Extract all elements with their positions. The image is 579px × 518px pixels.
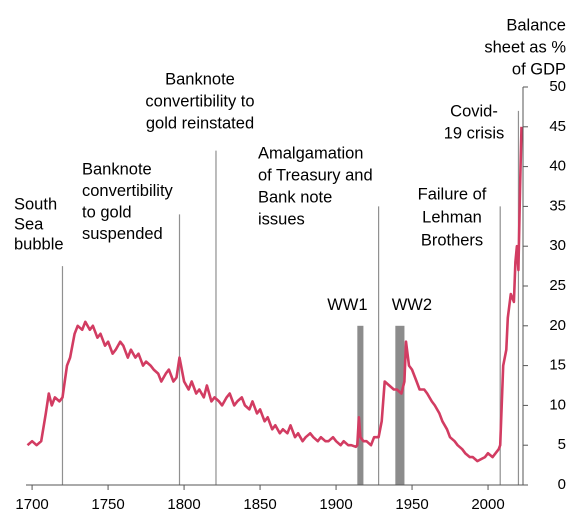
annotation-text: convertibility to	[145, 92, 254, 110]
annotation-text: Banknote	[165, 70, 235, 88]
annotation-text: Brothers	[421, 231, 483, 249]
y-tick-label: 45	[549, 118, 566, 135]
annotation-text: bubble	[14, 235, 64, 253]
y-tick-label: 50	[549, 78, 566, 95]
data-line	[26, 126, 523, 463]
annotation-text: Banknote	[82, 160, 152, 178]
annotation-text: of Treasury and	[258, 166, 373, 184]
annotation-text: South	[14, 195, 57, 213]
x-tick-label: 1800	[167, 496, 200, 513]
x-tick-label: 1750	[91, 496, 124, 513]
shaded-period	[395, 325, 405, 485]
y-tick-label: 10	[549, 396, 566, 413]
annotation-text: to gold	[82, 203, 132, 221]
x-tick-label: 1700	[15, 496, 48, 513]
annotation-text: Covid-	[450, 102, 498, 120]
shaded-period	[357, 325, 364, 485]
x-tick-label: 1950	[395, 496, 428, 513]
annotation-text: 19 crisis	[444, 124, 505, 142]
annotation-text: issues	[258, 210, 305, 228]
y-tick-label: 40	[549, 158, 566, 175]
annotation-text: Failure of	[418, 185, 487, 203]
y-tick-label: 5	[558, 436, 566, 453]
x-tick-label: 1850	[243, 496, 276, 513]
annotation-text: Sea	[14, 215, 44, 233]
y-tick-label: 30	[549, 237, 566, 254]
y-tick-label: 0	[558, 476, 566, 493]
y-tick-label: 15	[549, 357, 566, 374]
axis-label: of GDP	[512, 60, 566, 78]
annotation-text: Amalgamation	[258, 144, 363, 162]
y-tick-label: 20	[549, 317, 566, 334]
y-tick-label: 35	[549, 197, 566, 214]
annotation-text: Bank note	[258, 188, 332, 206]
shaded-label: WW2	[392, 296, 432, 314]
y-tick-label: 25	[549, 277, 566, 294]
x-tick-label: 1900	[319, 496, 352, 513]
annotation-text: Lehman	[422, 208, 482, 226]
axis-label: Balance	[506, 16, 566, 34]
shaded-label: WW1	[327, 296, 367, 314]
axis-label: sheet as %	[484, 38, 566, 56]
x-tick-label: 2000	[471, 496, 504, 513]
annotation-text: gold reinstated	[146, 114, 254, 132]
annotation-text: suspended	[82, 225, 163, 243]
annotation-text: convertibility	[82, 182, 174, 200]
